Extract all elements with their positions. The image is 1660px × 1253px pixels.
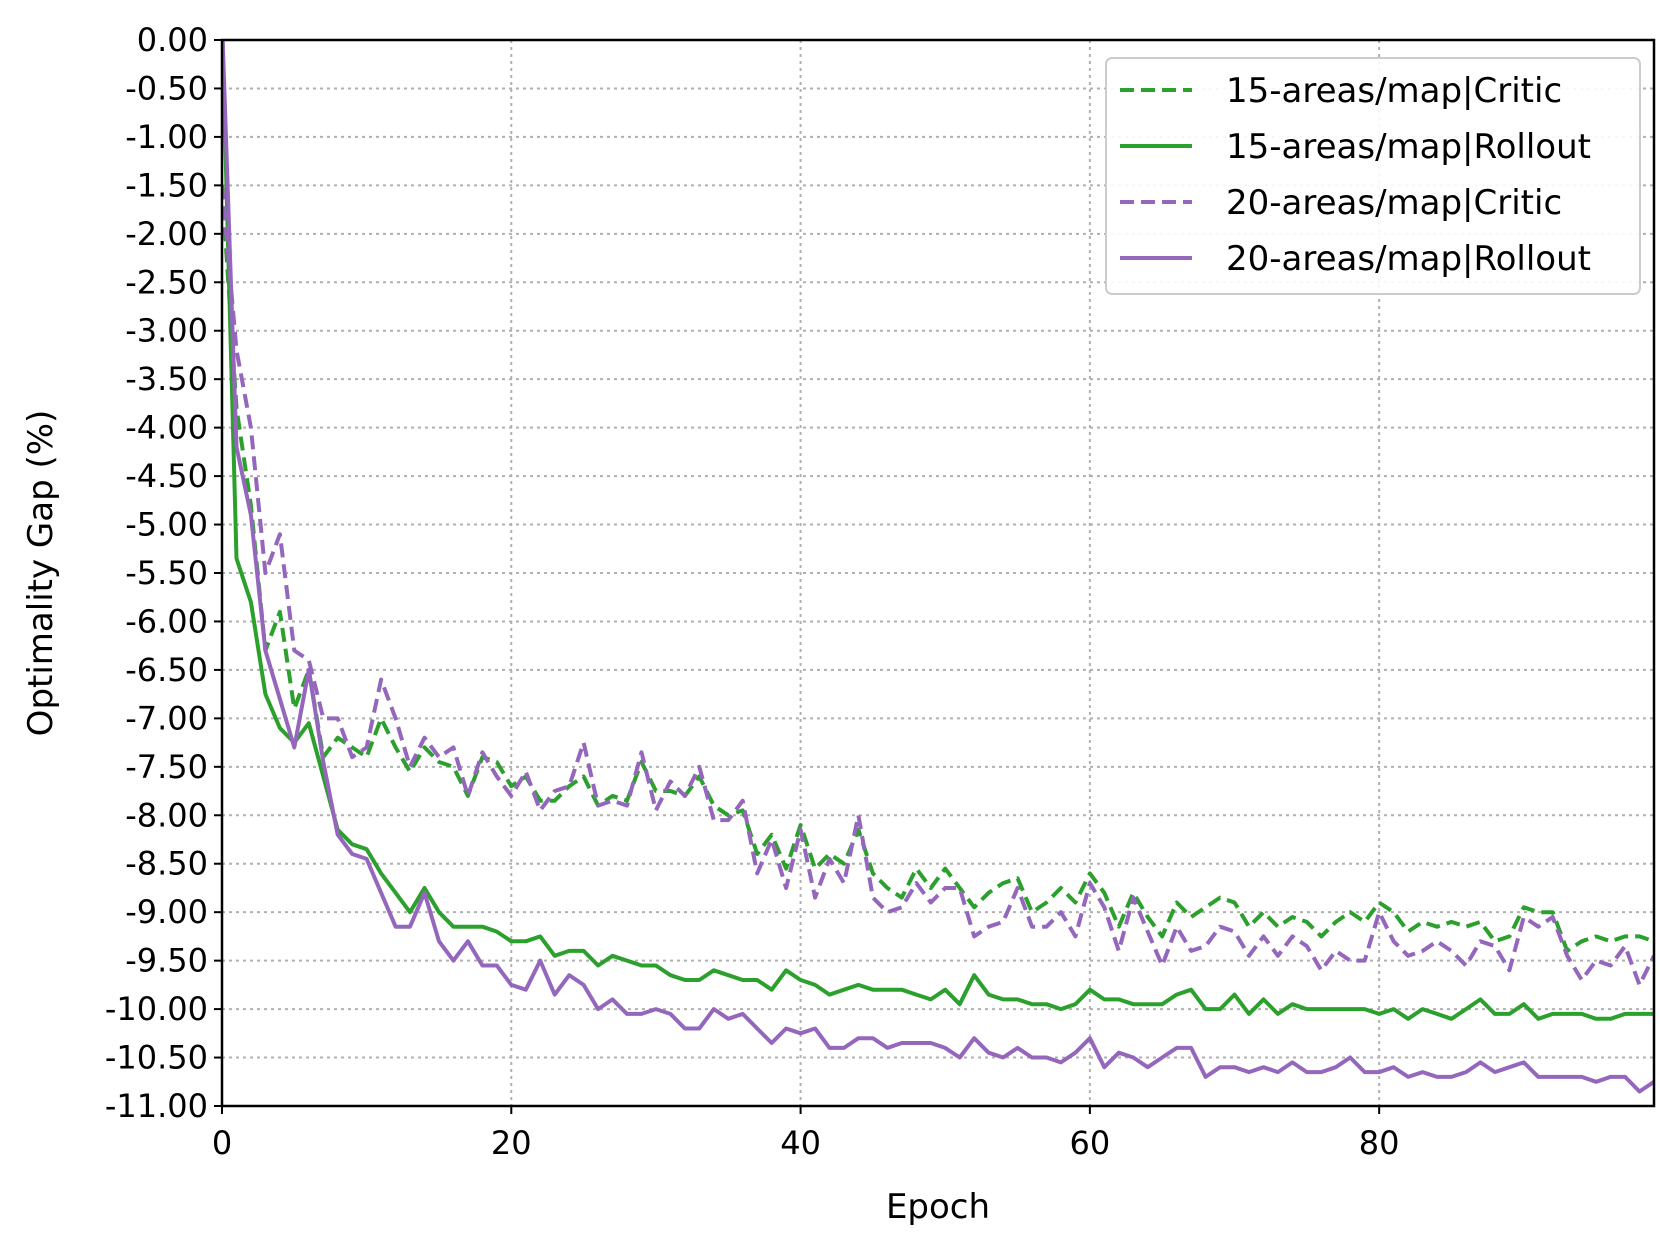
series-line-1 [222, 185, 1654, 953]
y-tick-label: -7.50 [125, 748, 208, 786]
y-tick-label: -4.00 [125, 409, 208, 447]
y-tick-label: -2.50 [125, 263, 208, 301]
y-axis-label: Optimality Gap (%) [21, 410, 61, 737]
y-tick-label: -2.00 [125, 215, 208, 253]
x-tick-label: 60 [1070, 1124, 1111, 1162]
y-tick-label: -6.50 [125, 651, 208, 689]
y-tick-label: -4.50 [125, 457, 208, 495]
y-tick-label: -8.50 [125, 845, 208, 883]
y-tick-label: -8.00 [125, 796, 208, 834]
y-tick-label: -9.50 [125, 942, 208, 980]
legend-box [1105, 57, 1641, 295]
y-tick-label: -10.00 [105, 990, 208, 1028]
y-tick-label: -5.00 [125, 506, 208, 544]
x-tick-label: 40 [780, 1124, 821, 1162]
x-tick-label: 80 [1359, 1124, 1400, 1162]
series-lines [222, 40, 1654, 1094]
y-tick-label: -10.50 [105, 1039, 208, 1077]
legend-entry-label: 15-areas/map|Rollout [1226, 127, 1591, 167]
legend: 15-areas/map|Critic 15-areas/map|Rollout 2… [1105, 57, 1641, 295]
series-line-2 [222, 40, 1654, 1021]
x-axis-ticks: 0 20 40 60 80 [212, 1106, 1400, 1162]
legend-entry-label: 20-areas/map|Critic [1226, 183, 1562, 223]
y-tick-label: -1.50 [125, 166, 208, 204]
y-tick-label: -1.00 [125, 118, 208, 156]
y-tick-label: -3.50 [125, 360, 208, 398]
y-tick-label: -7.00 [125, 699, 208, 737]
y-axis-ticks: 0.00 -0.50 -1.00 -1.50 -2.00 -2.50 -3.00 -3.50 -… [105, 21, 222, 1125]
series-line-4 [222, 40, 1654, 1094]
y-tick-label: -0.50 [125, 69, 208, 107]
x-axis-label: Epoch [886, 1187, 990, 1227]
y-tick-label: 0.00 [137, 21, 208, 59]
x-tick-label: 0 [212, 1124, 232, 1162]
y-tick-label: -6.00 [125, 602, 208, 640]
y-tick-label: -9.00 [125, 893, 208, 931]
legend-entry-label: 15-areas/map|Critic [1226, 71, 1562, 111]
y-tick-label: -11.00 [105, 1087, 208, 1125]
x-tick-label: 20 [491, 1124, 532, 1162]
y-tick-label: -5.50 [125, 554, 208, 592]
legend-entry-label: 20-areas/map|Rollout [1226, 239, 1591, 279]
series-line-3 [222, 185, 1654, 987]
y-tick-label: -3.00 [125, 312, 208, 350]
